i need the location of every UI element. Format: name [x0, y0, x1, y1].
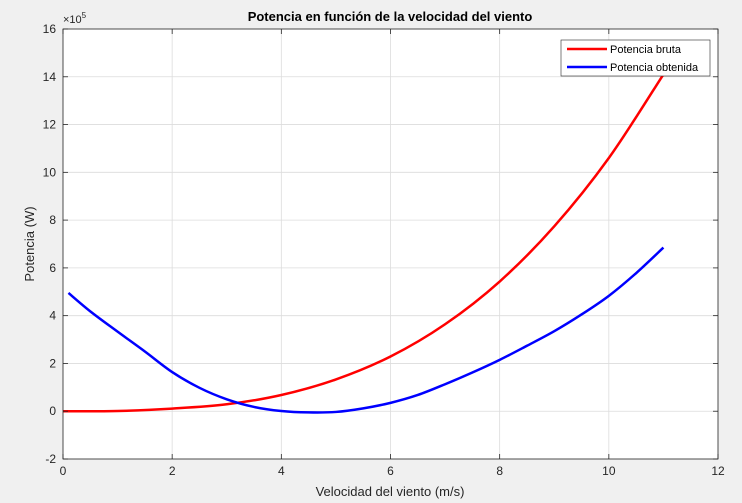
y-tick-label: 4	[49, 309, 56, 323]
legend-label-bruta: Potencia bruta	[610, 44, 682, 56]
y-tick-label: 8	[49, 213, 56, 227]
y-tick-label: 14	[43, 70, 57, 84]
y-exponent-power: 5	[82, 11, 87, 20]
y-tick-label: 6	[49, 261, 56, 275]
x-axis-label: Velocidad del viento (m/s)	[316, 484, 465, 499]
x-tick-label: 12	[711, 464, 725, 478]
series-line-potencia-obtenida	[67, 246, 665, 414]
y-axis-label: Potencia (W)	[22, 206, 37, 281]
x-tick-label: 10	[602, 464, 616, 478]
legend: Potencia bruta Potencia obtenida	[560, 39, 711, 77]
x-tick-label: 6	[387, 464, 394, 478]
x-ticks: 0 2 4 6 8 10 12	[60, 29, 725, 478]
x-tick-label: 2	[169, 464, 176, 478]
legend-label-obtenida: Potencia obtenida	[610, 62, 699, 74]
y-tick-label: 10	[43, 165, 57, 179]
y-tick-label: 0	[49, 404, 56, 418]
chart-title: Potencia en función de la velocidad del …	[248, 9, 533, 24]
y-ticks: -2 0 2 4 6 8 10 12 14 16	[43, 22, 718, 466]
y-tick-label: 2	[49, 356, 56, 370]
series-line-potencia-bruta	[62, 73, 665, 413]
y-tick-label: 16	[43, 22, 57, 36]
series-layer	[62, 73, 665, 414]
x-tick-label: 8	[496, 464, 503, 478]
y-tick-label: -2	[45, 452, 56, 466]
legend-box	[560, 39, 711, 77]
x-tick-label: 4	[278, 464, 285, 478]
y-exponent-label: ×105	[63, 11, 87, 26]
y-tick-label: 12	[43, 118, 57, 132]
y-exponent-base: ×10	[63, 14, 82, 26]
x-tick-label: 0	[60, 464, 67, 478]
